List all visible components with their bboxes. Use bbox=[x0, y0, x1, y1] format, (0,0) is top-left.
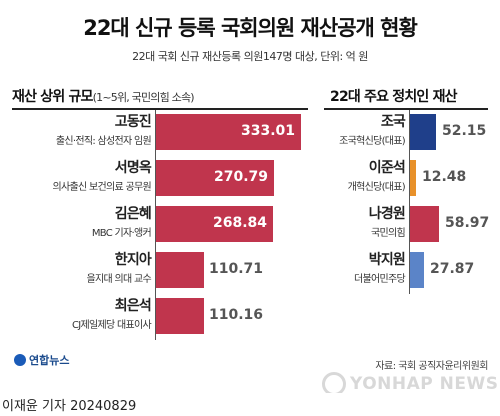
bar bbox=[410, 252, 424, 288]
chart-title: 22대 신규 등록 국회의원 재산공개 현황 bbox=[83, 16, 418, 40]
value-label: 27.87 bbox=[430, 261, 475, 277]
value-label: 58.97 bbox=[445, 215, 490, 231]
yonhap-watermark-text: YONHAP NEWS bbox=[350, 374, 499, 394]
yonhap-logo-text: 연합뉴스 bbox=[29, 354, 70, 367]
bar bbox=[156, 160, 274, 196]
category-label: 나경원 bbox=[368, 206, 406, 222]
value-label: 333.01 bbox=[240, 123, 295, 139]
value-label: 110.71 bbox=[209, 261, 264, 277]
left-section-note: (1~5위, 국민의힘 소속) bbox=[92, 91, 195, 104]
category-description: 을지대 의대 교수 bbox=[86, 274, 152, 285]
value-label: 268.84 bbox=[212, 215, 267, 231]
category-label: 최은석 bbox=[114, 298, 152, 314]
value-label: 270.79 bbox=[213, 169, 268, 185]
reporter-credit: 이재윤 기자 20240829 bbox=[2, 399, 137, 414]
category-description: 의사출신 보건의료 공무원 bbox=[52, 182, 152, 193]
category-description: 조국혁신당(대표) bbox=[339, 136, 406, 147]
bar bbox=[156, 206, 273, 242]
category-description: 국민의힘 bbox=[371, 228, 406, 239]
value-label: 110.16 bbox=[209, 307, 264, 323]
category-label: 김은혜 bbox=[114, 206, 152, 222]
category-description: 개혁신당(대표) bbox=[347, 182, 406, 193]
bar bbox=[156, 114, 301, 150]
bar bbox=[410, 160, 416, 196]
yonhap-logo-icon bbox=[14, 354, 26, 366]
category-description: CJ제일제당 대표이사 bbox=[71, 320, 152, 331]
left-section-title: 재산 상위 규모 bbox=[12, 89, 93, 105]
right-axis-line bbox=[409, 110, 410, 294]
category-description: MBC 기자·앵커 bbox=[91, 228, 152, 239]
right-section-title: 22대 주요 정치인 재산 bbox=[330, 89, 458, 105]
value-label: 52.15 bbox=[442, 123, 487, 139]
category-label: 조국 bbox=[380, 114, 406, 130]
category-label: 고동진 bbox=[114, 114, 152, 130]
bar bbox=[410, 114, 436, 150]
bar bbox=[156, 298, 204, 334]
left-section-rule bbox=[12, 108, 308, 110]
value-label: 12.48 bbox=[422, 169, 467, 185]
bar bbox=[410, 206, 439, 242]
category-description: 출신·전직: 삼성전자 임원 bbox=[55, 136, 152, 147]
category-label: 박지원 bbox=[368, 252, 406, 268]
yonhap-logo: 연합뉴스 bbox=[14, 352, 69, 368]
chart-subtitle: 22대 국회 신규 재산등록 의원147명 대상, 단위: 억 원 bbox=[132, 50, 368, 63]
source-note: 자료: 국회 공직자윤리위원회 bbox=[375, 361, 488, 372]
bar bbox=[156, 252, 204, 288]
left-axis-line bbox=[155, 110, 156, 340]
left-section-heading: 재산 상위 규모(1~5위, 국민의힘 소속) bbox=[12, 86, 195, 106]
category-description: 더불어민주당 bbox=[354, 274, 406, 285]
credit-bar: 이재윤 기자 20240829 bbox=[0, 393, 500, 416]
category-label: 서명옥 bbox=[114, 160, 152, 176]
right-section-rule bbox=[324, 108, 488, 110]
category-label: 이준석 bbox=[368, 160, 406, 176]
category-label: 한지아 bbox=[114, 252, 152, 268]
